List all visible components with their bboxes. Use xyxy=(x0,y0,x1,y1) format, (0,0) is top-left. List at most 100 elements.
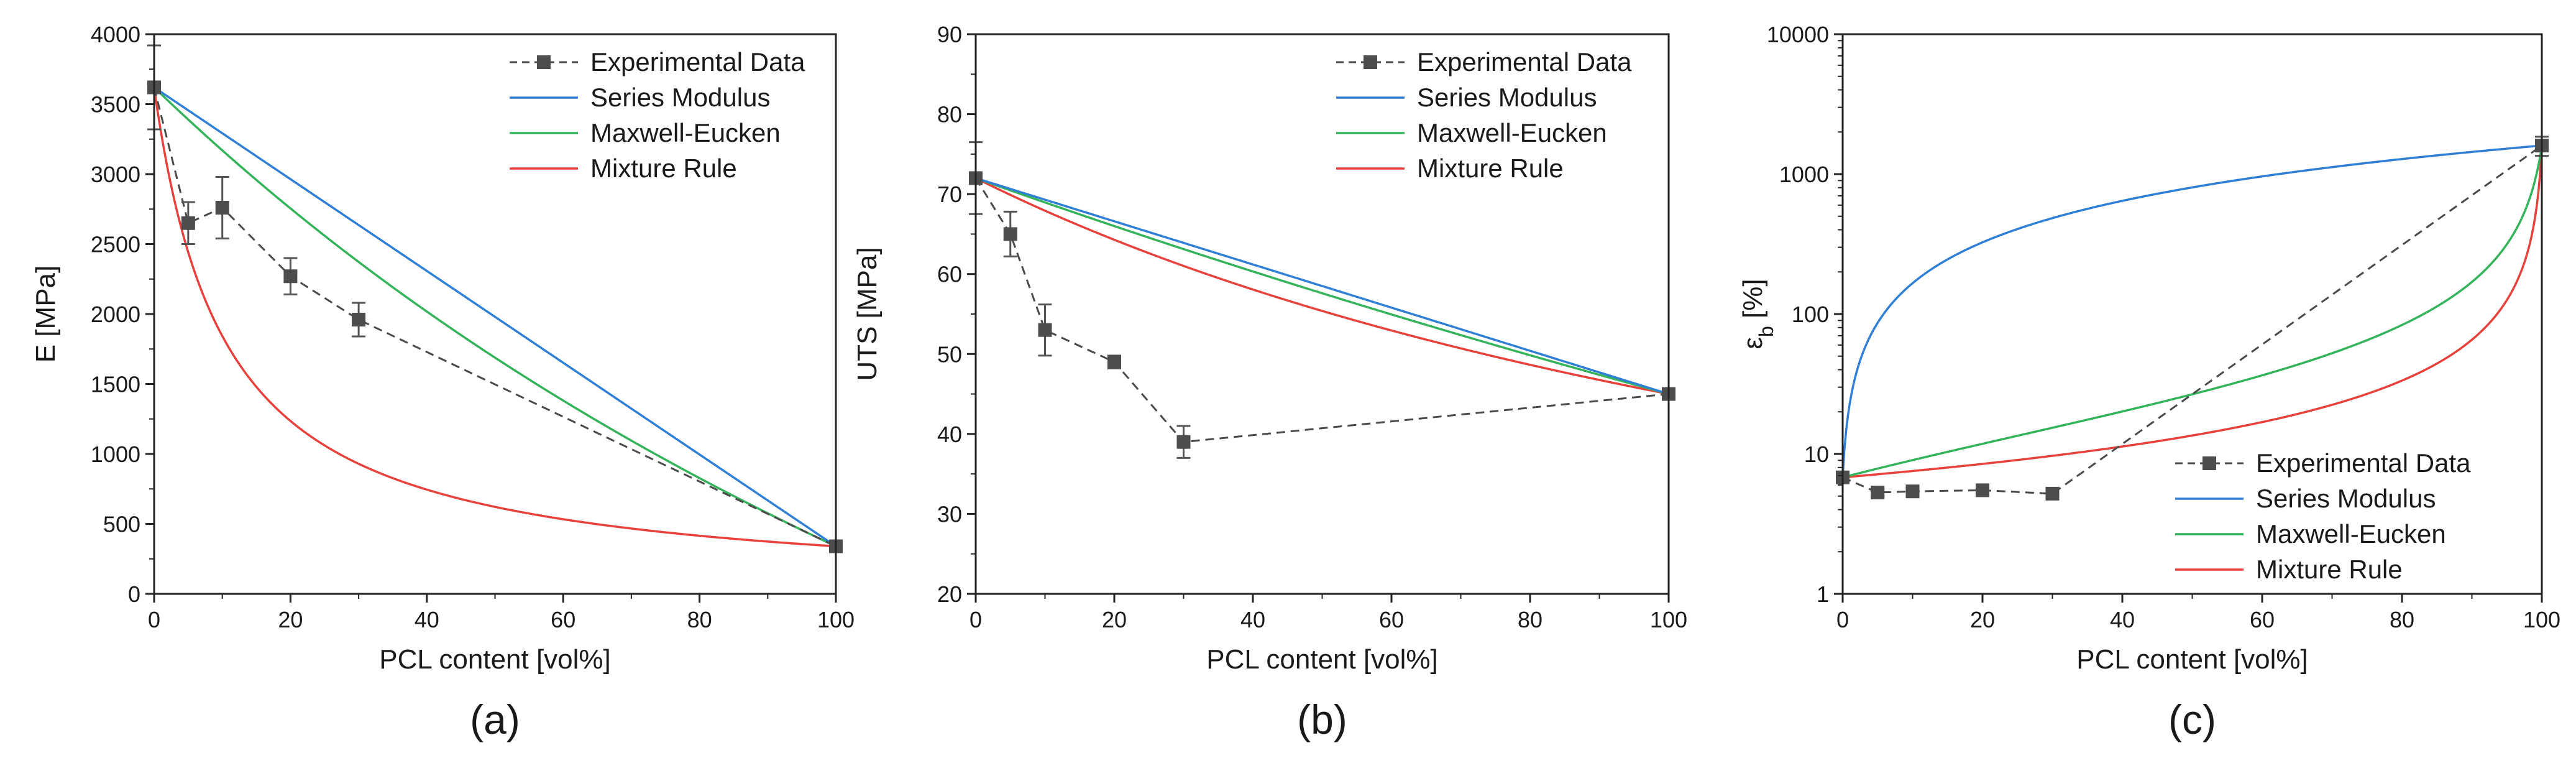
x-tick-label: 0 xyxy=(1836,607,1849,632)
data-point xyxy=(1976,483,1989,497)
x-tick-label: 100 xyxy=(817,607,855,632)
x-tick-label: 100 xyxy=(2523,607,2560,632)
y-tick-label: 10000 xyxy=(1767,22,1829,47)
panel-label: (b) xyxy=(1297,696,1347,742)
y-axis-label: E [MPa] xyxy=(30,266,61,363)
y-tick-label: 90 xyxy=(937,22,962,47)
data-point xyxy=(181,216,195,230)
legend: Experimental Data Series Modulus Maxwell-E… xyxy=(510,47,805,183)
x-tick-label: 80 xyxy=(1518,607,1542,632)
series-mixture-rule-line xyxy=(1843,145,2542,479)
y-tick-label: 40 xyxy=(937,422,962,447)
y-tick-label: 60 xyxy=(937,262,962,287)
data-point xyxy=(1107,355,1121,369)
series-maxwell-eucken-line xyxy=(1843,145,2542,479)
y-axis-label-symbol: ε xyxy=(1738,337,1768,349)
data-point xyxy=(352,313,366,326)
series-mixture-rule-line xyxy=(976,177,1669,395)
x-tick-label: 40 xyxy=(1240,607,1265,632)
legend-item: Maxwell-Eucken xyxy=(510,118,781,147)
legend-item: Mixture Rule xyxy=(510,154,737,183)
y-tick-label: 1000 xyxy=(1779,162,1829,187)
x-tick-label: 40 xyxy=(415,607,439,632)
x-tick-label: 0 xyxy=(969,607,982,632)
y-tick-label: 30 xyxy=(937,501,962,527)
series-series-modulus-line xyxy=(1843,144,2542,478)
y-tick-label: 1000 xyxy=(91,442,140,467)
x-tick-label: 80 xyxy=(2390,607,2414,632)
y-tick-label: 10 xyxy=(1804,442,1829,467)
y-tick-label: 2000 xyxy=(91,302,140,327)
x-tick-label: 20 xyxy=(1970,607,1995,632)
experimental-data-line xyxy=(974,177,1669,443)
x-axis-label: PCL content [vol%] xyxy=(1206,644,1438,675)
data-point xyxy=(2045,486,2060,501)
legend-label: Mixture Rule xyxy=(1417,154,1564,183)
legend-label: Experimental Data xyxy=(1417,47,1632,76)
panel-2: 0 20 40 60 80 100 20 30 40 50 60 70 80 90 PCL content … xyxy=(852,22,1687,742)
panel-1: 0 20 40 60 80 1000500100015002000250030003500… xyxy=(30,22,855,742)
y-axis-label: εb [%] xyxy=(1738,279,1777,349)
x-tick-label: 40 xyxy=(2110,607,2135,632)
y-tick-label: 80 xyxy=(937,102,962,127)
series-series-modulus-line xyxy=(154,86,836,547)
x-axis-label: PCL content [vol%] xyxy=(2076,644,2308,675)
y-tick-label: 50 xyxy=(937,341,962,367)
data-point xyxy=(215,201,229,215)
legend-label: Mixture Rule xyxy=(2256,555,2403,584)
legend-item: Maxwell-Eucken xyxy=(1336,118,1607,147)
legend-label: Maxwell-Eucken xyxy=(1417,118,1607,147)
plot-frame xyxy=(1841,33,2543,595)
legend-label: Series Modulus xyxy=(2256,484,2436,513)
legend-swatch-marker xyxy=(1364,55,1377,69)
legend-label: Series Modulus xyxy=(590,83,770,112)
x-tick-label: 20 xyxy=(1102,607,1127,632)
legend-item: Experimental Data xyxy=(2175,448,2471,478)
y-tick-label: 0 xyxy=(128,581,140,607)
x-tick-label: 100 xyxy=(1650,607,1687,632)
y-tick-label: 2500 xyxy=(91,232,140,257)
legend-swatch-marker xyxy=(537,55,551,69)
panel-label: (c) xyxy=(2168,696,2216,742)
experimental-data-line xyxy=(1842,144,2542,495)
legend-label: Experimental Data xyxy=(590,47,805,76)
data-point xyxy=(1176,435,1191,449)
legend-item: Experimental Data xyxy=(510,47,805,76)
data-point xyxy=(283,269,298,284)
x-tick-label: 60 xyxy=(2250,607,2275,632)
legend: Experimental Data Series Modulus Maxwell-E… xyxy=(1336,47,1632,183)
legend-item: Maxwell-Eucken xyxy=(2175,519,2446,548)
legend-label: Experimental Data xyxy=(2256,448,2471,478)
y-tick-label: 4000 xyxy=(91,22,140,47)
legend-label: Mixture Rule xyxy=(590,154,737,183)
y-axis-label-unit: [%] xyxy=(1738,279,1768,326)
y-tick-label: 100 xyxy=(1792,302,1829,327)
data-point xyxy=(1003,227,1017,241)
y-tick-label: 1500 xyxy=(91,372,140,397)
y-tick-label: 500 xyxy=(103,512,140,537)
legend-item: Mixture Rule xyxy=(1336,154,1564,183)
x-tick-label: 20 xyxy=(278,607,303,632)
experimental-data-line xyxy=(153,87,837,547)
x-axis-label: PCL content [vol%] xyxy=(379,644,611,675)
y-tick-label: 3500 xyxy=(91,92,140,118)
data-point xyxy=(1905,484,1920,499)
y-tick-label: 20 xyxy=(937,581,962,607)
legend-item: Series Modulus xyxy=(1336,83,1597,112)
legend-item: Experimental Data xyxy=(1336,47,1632,76)
x-tick-label: 60 xyxy=(551,607,575,632)
legend: Experimental Data Series Modulus Maxwell-E… xyxy=(2175,448,2471,584)
y-axis-label: UTS [MPa] xyxy=(852,247,882,381)
y-tick-label: 3000 xyxy=(91,162,140,187)
x-tick-label: 0 xyxy=(148,607,160,632)
data-point xyxy=(1871,486,1885,500)
legend-swatch-marker xyxy=(2202,456,2216,470)
x-tick-label: 60 xyxy=(1379,607,1404,632)
y-tick-label: 70 xyxy=(937,182,962,207)
panel-3: 0 20 40 60 80 100 1 10 100 1000 10000 PCL content [… xyxy=(1738,22,2560,742)
legend-item: Series Modulus xyxy=(510,83,770,112)
series-mixture-rule-line xyxy=(154,87,836,548)
series-maxwell-eucken-line xyxy=(154,86,836,548)
data-point xyxy=(1038,323,1052,337)
